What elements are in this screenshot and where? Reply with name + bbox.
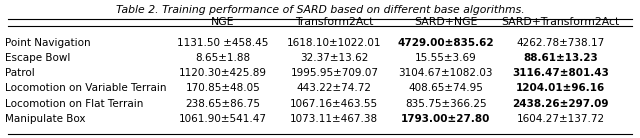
Text: SARD+Transform2Act: SARD+Transform2Act [501, 17, 620, 27]
Text: 4729.00±835.62: 4729.00±835.62 [397, 38, 494, 48]
Text: Escape Bowl: Escape Bowl [4, 53, 70, 63]
Text: NGE: NGE [211, 17, 235, 27]
Text: 443.22±74.72: 443.22±74.72 [297, 83, 372, 93]
Text: 170.85±48.05: 170.85±48.05 [186, 83, 260, 93]
Text: Point Navigation: Point Navigation [4, 38, 90, 48]
Text: 835.75±366.25: 835.75±366.25 [405, 99, 486, 109]
Text: 1131.50 ±458.45: 1131.50 ±458.45 [177, 38, 269, 48]
Text: 32.37±13.62: 32.37±13.62 [300, 53, 369, 63]
Text: Transform2Act: Transform2Act [295, 17, 374, 27]
Text: 2438.26±297.09: 2438.26±297.09 [512, 99, 609, 109]
Text: Manipulate Box: Manipulate Box [4, 114, 85, 124]
Text: Locomotion on Flat Terrain: Locomotion on Flat Terrain [4, 99, 143, 109]
Text: Patrol: Patrol [4, 68, 35, 78]
Text: 1120.30±425.89: 1120.30±425.89 [179, 68, 267, 78]
Text: 1995.95±709.07: 1995.95±709.07 [291, 68, 378, 78]
Text: 1061.90±541.47: 1061.90±541.47 [179, 114, 267, 124]
Text: 238.65±86.75: 238.65±86.75 [186, 99, 260, 109]
Text: 88.61±13.23: 88.61±13.23 [523, 53, 598, 63]
Text: 4262.78±738.17: 4262.78±738.17 [516, 38, 605, 48]
Text: 1204.01±96.16: 1204.01±96.16 [516, 83, 605, 93]
Text: 3116.47±801.43: 3116.47±801.43 [512, 68, 609, 78]
Text: Locomotion on Variable Terrain: Locomotion on Variable Terrain [4, 83, 166, 93]
Text: 1073.11±467.38: 1073.11±467.38 [291, 114, 378, 124]
Text: 1793.00±27.80: 1793.00±27.80 [401, 114, 490, 124]
Text: 1604.27±137.72: 1604.27±137.72 [516, 114, 605, 124]
Text: 8.65±1.88: 8.65±1.88 [195, 53, 250, 63]
Text: SARD+NGE: SARD+NGE [414, 17, 477, 27]
Text: 1618.10±1022.01: 1618.10±1022.01 [287, 38, 381, 48]
Text: Table 2. Training performance of SARD based on different base algorithms.: Table 2. Training performance of SARD ba… [116, 5, 524, 15]
Text: 408.65±74.95: 408.65±74.95 [408, 83, 483, 93]
Text: 1067.16±463.55: 1067.16±463.55 [291, 99, 378, 109]
Text: 3104.67±1082.03: 3104.67±1082.03 [399, 68, 493, 78]
Text: 15.55±3.69: 15.55±3.69 [415, 53, 477, 63]
